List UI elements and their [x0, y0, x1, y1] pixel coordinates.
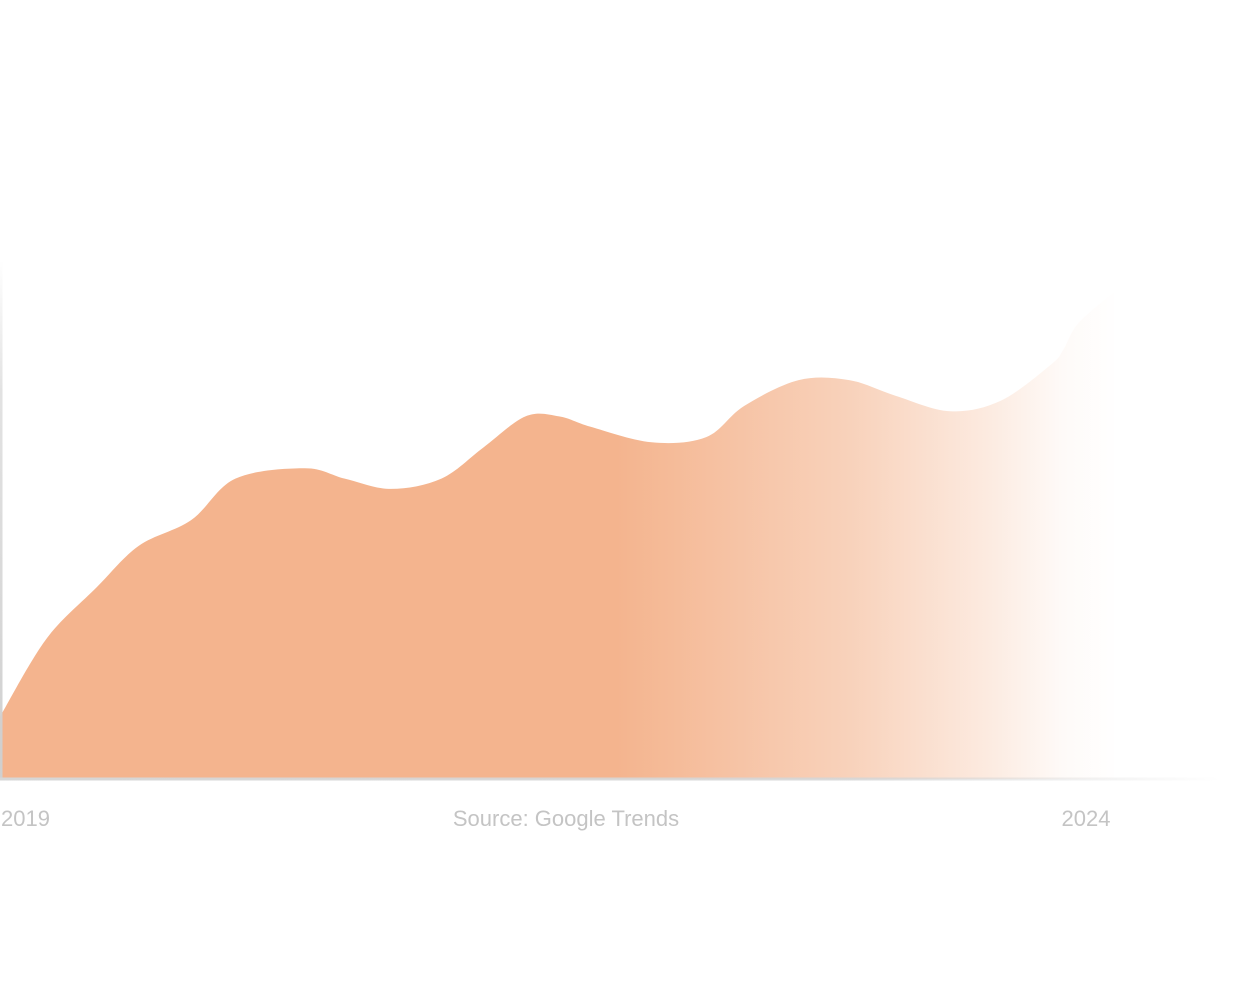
series-area [0, 292, 1114, 779]
source-label: Source: Google Trends [453, 806, 679, 831]
x-tick-label-end: 2024 [1062, 806, 1111, 831]
x-tick-label-start: 2019 [1, 806, 50, 831]
